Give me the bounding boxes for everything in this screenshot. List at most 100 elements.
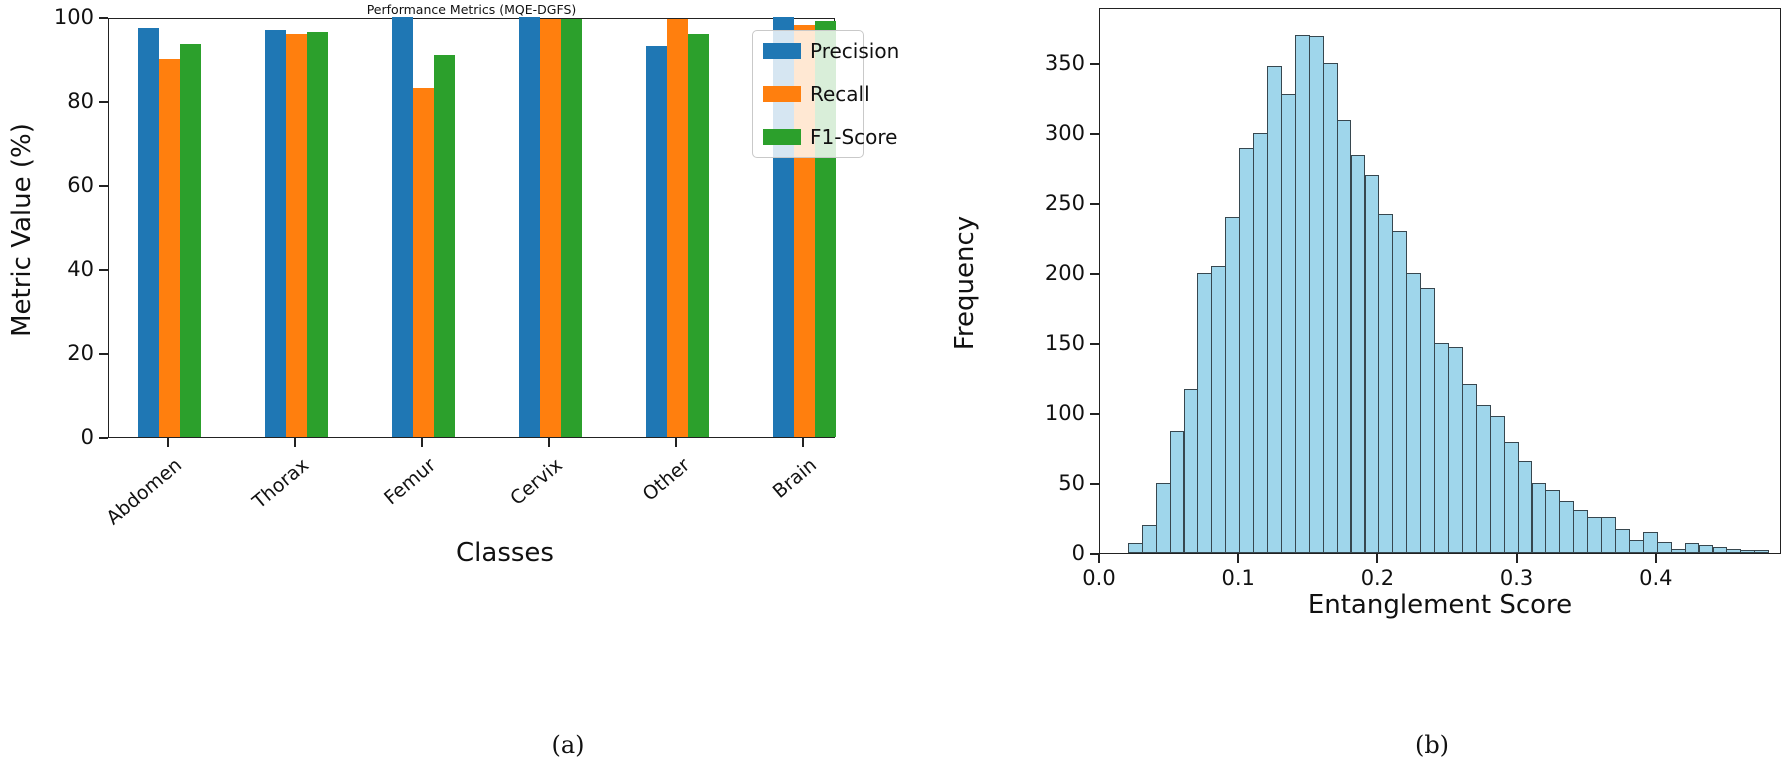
x-tick-label-cervix: Cervix — [506, 454, 568, 510]
histogram-bin-30 — [1545, 490, 1561, 553]
y-tick-label: 250 — [1044, 191, 1085, 215]
y-tick-label: 20 — [67, 341, 94, 365]
bar-f1-score-abdomen — [179, 44, 201, 437]
histogram-bin-33 — [1587, 516, 1603, 553]
legend-label-precision: Precision — [810, 39, 900, 63]
y-tick-label: 300 — [1044, 121, 1085, 145]
y-tick-label: 100 — [1044, 401, 1085, 425]
bar-f1-score-femur — [433, 54, 455, 437]
histogram-bars — [1100, 9, 1780, 553]
histogram-bin-21 — [1420, 288, 1436, 553]
histogram-bin-26 — [1489, 415, 1505, 553]
x-tick-label: 0.2 — [1360, 566, 1395, 590]
histogram-bin-29 — [1531, 483, 1547, 553]
histogram-bin-40 — [1684, 543, 1700, 553]
histogram-bin-39 — [1670, 548, 1686, 553]
y-tick-mark — [1090, 133, 1099, 135]
bar-chart-x-axis-label: Classes — [456, 538, 554, 568]
x-tick-label: 0.4 — [1639, 566, 1673, 590]
histogram-bin-0 — [1127, 543, 1143, 553]
x-tick-label-brain: Brain — [768, 454, 822, 503]
y-tick-mark — [99, 185, 108, 187]
legend-swatch-recall — [763, 86, 801, 102]
bar-recall-cervix — [539, 19, 561, 437]
histogram-bin-27 — [1503, 442, 1519, 553]
histogram-bin-11 — [1281, 93, 1296, 553]
histogram-bin-15 — [1336, 120, 1352, 553]
y-tick-mark — [99, 269, 108, 271]
histogram-bin-41 — [1698, 544, 1714, 553]
caption-b: (b) — [1414, 731, 1450, 759]
y-tick-label: 0 — [1071, 541, 1085, 565]
x-tick-mark — [1376, 554, 1379, 563]
histogram-bin-3 — [1169, 431, 1185, 553]
x-tick-label-femur: Femur — [380, 454, 441, 510]
histogram-bin-12 — [1294, 35, 1310, 553]
bar-chart-bars — [109, 17, 836, 437]
histogram-bin-5 — [1197, 273, 1213, 553]
histogram-bin-8 — [1239, 148, 1255, 553]
histogram-bin-19 — [1392, 231, 1408, 553]
x-tick-label-abdomen: Abdomen — [102, 454, 187, 530]
x-tick-label: 0.3 — [1499, 566, 1534, 590]
bar-recall-abdomen — [158, 59, 180, 437]
legend-swatch-precision — [763, 43, 801, 59]
histogram-bin-42 — [1712, 547, 1728, 553]
legend-label-recall: Recall — [810, 82, 870, 106]
histogram-bin-24 — [1461, 383, 1477, 553]
y-tick-label: 50 — [1058, 471, 1085, 495]
histogram-bin-44 — [1740, 550, 1756, 553]
x-tick-mark — [675, 438, 677, 447]
histogram-plot-area — [1099, 8, 1781, 554]
x-tick-mark — [421, 438, 423, 447]
histogram-bin-4 — [1183, 389, 1199, 553]
bar-f1-score-cervix — [560, 19, 582, 437]
histogram-bin-43 — [1726, 548, 1742, 553]
legend-row-precision: Precision — [763, 39, 899, 63]
histogram-bin-10 — [1267, 65, 1282, 553]
y-tick-label: 40 — [67, 257, 94, 281]
x-tick-mark — [1515, 554, 1518, 563]
legend: Precision Recall F1-Score — [752, 30, 899, 158]
histogram-bin-17 — [1364, 175, 1380, 553]
histogram-bin-2 — [1155, 483, 1171, 553]
x-tick-mark — [802, 438, 804, 447]
bar-precision-thorax — [264, 29, 286, 437]
y-tick-label: 60 — [67, 173, 94, 197]
histogram-bin-31 — [1559, 501, 1575, 553]
y-tick-label: 350 — [1044, 51, 1085, 75]
x-tick-mark — [548, 438, 550, 447]
y-tick-mark — [99, 17, 108, 19]
bar-recall-thorax — [285, 33, 307, 437]
bar-recall-other — [666, 19, 688, 437]
y-tick-mark — [1090, 553, 1099, 555]
y-tick-label: 200 — [1044, 261, 1085, 285]
y-tick-mark — [1090, 343, 1099, 345]
histogram-x-axis-label: Entanglement Score — [1307, 590, 1573, 620]
y-tick-mark — [1090, 483, 1099, 485]
y-tick-mark — [99, 353, 108, 355]
x-tick-mark — [294, 438, 296, 447]
y-tick-label: 100 — [53, 5, 94, 29]
histogram-bin-18 — [1378, 214, 1394, 553]
histogram-bin-23 — [1448, 347, 1463, 553]
y-tick-mark — [1090, 63, 1099, 65]
y-tick-label: 80 — [67, 89, 94, 113]
histogram-bin-13 — [1308, 36, 1324, 553]
bar-recall-femur — [412, 88, 434, 437]
x-tick-mark — [1654, 554, 1657, 563]
x-tick-label: 0.1 — [1221, 566, 1255, 590]
bar-chart-plot-area — [108, 17, 836, 438]
histogram-y-axis-label: Frequency — [950, 215, 980, 351]
histogram-bin-34 — [1601, 516, 1616, 553]
histogram-bin-25 — [1475, 404, 1491, 553]
bar-f1-score-other — [687, 33, 709, 437]
histogram-bin-28 — [1517, 460, 1533, 553]
y-tick-mark — [99, 101, 108, 103]
histogram-bin-35 — [1615, 529, 1630, 553]
bar-precision-femur — [391, 17, 413, 437]
bar-precision-cervix — [518, 17, 540, 437]
x-tick-mark — [1098, 554, 1100, 563]
histogram-bin-16 — [1350, 155, 1366, 553]
